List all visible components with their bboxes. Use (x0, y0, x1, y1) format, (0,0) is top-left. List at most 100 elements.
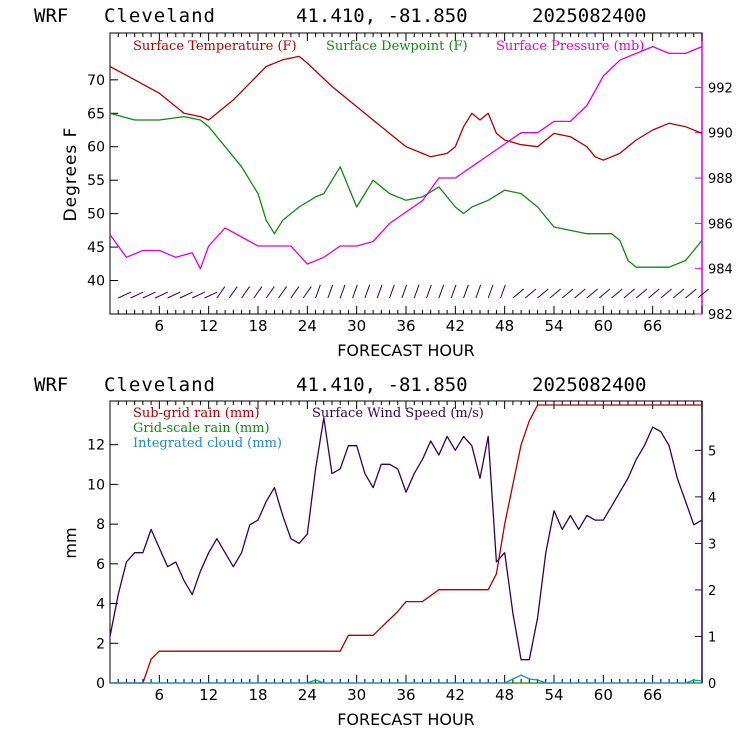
x-tick-label: 30 (347, 317, 366, 335)
y-right-tick-label: 5 (708, 444, 716, 459)
wind-barb (512, 288, 524, 299)
temperature-line (109, 55, 703, 161)
wind-barb (623, 288, 635, 299)
wind-barb (265, 286, 275, 299)
y-left-tick-label: 8 (96, 517, 105, 533)
y-right-tick-label: 992 (708, 81, 733, 96)
wind-barb (450, 284, 457, 299)
bottom-panel: WRF Cleveland 41.410, -81.850 2025082400… (34, 374, 716, 729)
y-left-tick-label: 70 (87, 73, 105, 89)
bottom-series-group (109, 404, 703, 684)
x-tick-label: 42 (446, 317, 465, 335)
y-right-tick-label: 4 (708, 491, 716, 506)
y-right-tick-label: 984 (708, 263, 733, 278)
wind-barb (315, 284, 321, 299)
top-header-station: Cleveland (104, 5, 216, 27)
subgrid-rain-line (110, 404, 702, 684)
wind-barb (241, 286, 250, 299)
wind-barbs (118, 284, 709, 299)
y-right-tick-label: 0 (708, 677, 716, 692)
x-tick-label: 24 (298, 317, 317, 335)
bottom-header-station: Cleveland (104, 374, 216, 396)
wind-barb (142, 291, 156, 299)
y-left-tick-label: 45 (87, 240, 105, 256)
y-right-tick-label: 986 (708, 217, 733, 232)
bottom-header-coords: 41.410, -81.850 (296, 374, 468, 396)
y-right-tick-label: 982 (708, 308, 733, 323)
x-tick-label: 12 (199, 317, 218, 335)
legend-pressure: Surface Pressure (mb) (496, 39, 644, 54)
wind-barb (500, 284, 506, 299)
y-right-tick-label: 2 (708, 584, 716, 599)
x-tick-label: 66 (643, 317, 662, 335)
y-left-tick-label: 2 (96, 636, 105, 652)
bottom-header-run: 2025082400 (532, 374, 646, 396)
y-right-tick-label: 1 (708, 630, 716, 645)
wind-barb (549, 288, 561, 299)
wind-barb (216, 286, 226, 299)
wind-barb (389, 284, 395, 299)
bottom-x-axis: 6 12 18 24 30 36 42 48 54 60 66 (109, 401, 703, 704)
bottom-y-axis-label: mm (61, 527, 80, 558)
x-tick-label: 60 (594, 317, 613, 335)
wind-barb (167, 291, 181, 299)
top-panel: WRF Cleveland 41.410, -81.850 2025082400… (34, 5, 733, 360)
legend-wind-speed: Surface Wind Speed (m/s) (312, 406, 484, 421)
x-tick-label: 66 (643, 686, 662, 704)
wind-barb (611, 288, 623, 299)
top-x-axis-label: FORECAST HOUR (337, 341, 475, 360)
wind-barb (278, 286, 287, 299)
y-left-tick-label: 10 (87, 477, 105, 493)
y-right-tick-label: 988 (708, 172, 733, 187)
x-tick-label: 48 (495, 317, 514, 335)
wind-barb (537, 288, 549, 299)
x-tick-label: 42 (446, 686, 465, 704)
wind-barb (192, 291, 206, 299)
x-tick-label: 18 (248, 686, 267, 704)
wind-barb (598, 288, 611, 299)
wind-barb (586, 288, 598, 299)
x-tick-label: 54 (544, 686, 563, 704)
wind-barb (426, 284, 432, 299)
y-left-tick-label: 6 (96, 557, 105, 573)
x-tick-label: 54 (544, 317, 563, 335)
wind-barb (401, 284, 408, 299)
wind-barb (660, 288, 672, 299)
integrated-cloud-line (110, 674, 703, 684)
legend-dewpoint: Surface Dewpoint (F) (326, 39, 468, 54)
top-left-axis: 40 45 50 55 60 65 70 (87, 73, 118, 290)
wind-barb (352, 284, 358, 299)
wind-barb (574, 288, 586, 299)
wind-barb (179, 291, 193, 299)
x-tick-label: 60 (594, 686, 613, 704)
x-tick-label: 24 (298, 686, 317, 704)
bottom-header-model: WRF (34, 374, 68, 396)
wind-barb (339, 284, 346, 299)
top-right-axis: 982 984 986 988 990 992 (695, 81, 733, 323)
wind-barb (672, 288, 685, 299)
wind-barb (635, 288, 648, 299)
x-tick-label: 36 (396, 686, 415, 704)
y-left-tick-label: 65 (87, 106, 105, 122)
y-right-tick-label: 990 (708, 127, 733, 142)
wind-barb (155, 291, 169, 299)
wind-barb (118, 291, 132, 299)
wind-barb (364, 284, 371, 299)
wind-barb (697, 288, 709, 299)
wind-barb (253, 286, 263, 299)
y-left-tick-label: 60 (87, 140, 105, 156)
x-tick-label: 6 (155, 317, 165, 335)
x-tick-label: 30 (347, 686, 366, 704)
y-left-tick-label: 40 (87, 274, 105, 290)
top-header-coords: 41.410, -81.850 (296, 5, 468, 27)
top-y-axis-label: Degrees F (61, 127, 81, 222)
pressure-line (109, 45, 703, 270)
wind-barb (413, 284, 420, 299)
top-plot-frame (109, 32, 703, 315)
y-left-tick-label: 50 (87, 207, 105, 223)
y-left-tick-label: 4 (96, 597, 105, 613)
wind-barb (463, 284, 469, 299)
x-tick-label: 6 (155, 686, 165, 704)
top-header-model: WRF (34, 5, 68, 27)
